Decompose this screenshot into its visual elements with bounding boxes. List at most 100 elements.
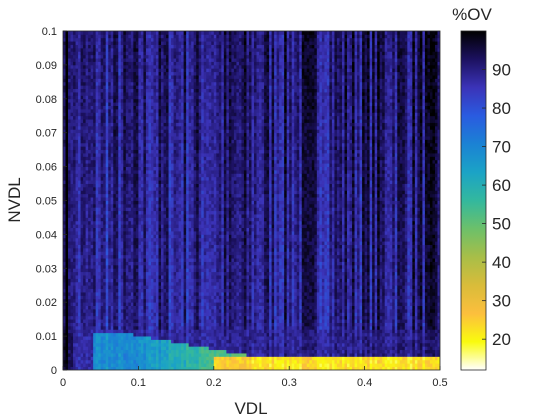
heatmap-cell <box>133 288 137 293</box>
heatmap-cell <box>95 112 99 117</box>
heatmap-cell <box>148 112 152 117</box>
heatmap-cell <box>78 139 81 144</box>
heatmap-cell <box>148 166 152 171</box>
heatmap-cell <box>110 332 114 337</box>
heatmap-cell <box>113 41 117 45</box>
heatmap-cell <box>148 197 152 201</box>
heatmap-cell <box>148 281 152 286</box>
heatmap-cell <box>70 85 74 90</box>
heatmap-cell <box>128 261 132 266</box>
heatmap-cell <box>128 336 132 340</box>
heatmap-cell <box>155 271 159 276</box>
heatmap-cell <box>153 34 157 39</box>
heatmap-cell <box>135 308 139 313</box>
heatmap-cell <box>143 366 147 370</box>
heatmap-cell <box>93 241 97 245</box>
heatmap-cell <box>166 237 169 242</box>
heatmap-cell <box>123 302 127 306</box>
heatmap-cell <box>163 312 167 317</box>
heatmap-cell <box>113 332 117 337</box>
heatmap-cell <box>65 44 69 49</box>
heatmap-cell <box>155 156 159 161</box>
heatmap-cell <box>163 200 167 205</box>
heatmap-cell <box>150 308 154 313</box>
heatmap-cell <box>65 366 69 370</box>
heatmap-cell <box>155 92 159 96</box>
heatmap-cell <box>173 115 177 120</box>
heatmap-cell <box>171 247 174 252</box>
heatmap-cell <box>85 166 89 171</box>
heatmap-cell <box>133 363 137 368</box>
heatmap-cell <box>63 78 66 83</box>
heatmap-cell <box>140 285 144 290</box>
heatmap-cell <box>168 190 172 195</box>
heatmap-cell <box>143 220 147 225</box>
heatmap-cell <box>178 329 182 334</box>
heatmap-cell <box>150 180 154 184</box>
heatmap-cell <box>178 261 182 266</box>
heatmap-cell <box>63 247 66 252</box>
heatmap-cell <box>115 346 119 351</box>
heatmap-cell <box>115 319 119 323</box>
heatmap-cell <box>118 64 122 69</box>
heatmap-cell <box>98 349 102 354</box>
heatmap-cell <box>155 251 159 256</box>
heatmap-cell <box>123 95 127 100</box>
heatmap-cell <box>90 220 94 225</box>
heatmap-cell <box>148 285 152 290</box>
heatmap-cell <box>85 68 89 73</box>
heatmap-cell <box>95 302 99 306</box>
heatmap-cell <box>88 325 92 330</box>
heatmap-cell <box>145 224 149 229</box>
heatmap-cell <box>178 271 182 276</box>
heatmap-cell <box>145 75 149 79</box>
heatmap-cell <box>148 85 152 90</box>
heatmap-cell <box>163 342 167 347</box>
heatmap-cell <box>133 149 137 154</box>
heatmap-cell <box>68 183 71 188</box>
heatmap-cell <box>171 31 174 35</box>
heatmap-cell <box>163 68 167 73</box>
heatmap-cell <box>108 37 112 42</box>
heatmap-cell <box>143 119 147 123</box>
heatmap-cell <box>128 119 132 123</box>
heatmap-cell <box>100 241 104 245</box>
heatmap-cell <box>158 227 162 232</box>
heatmap-cell <box>171 292 174 296</box>
heatmap-cell <box>140 163 144 167</box>
heatmap-cell <box>153 241 157 245</box>
heatmap-cell <box>133 41 137 45</box>
heatmap-cell <box>88 200 92 205</box>
heatmap-cell <box>178 241 182 245</box>
heatmap-cell <box>110 203 114 208</box>
heatmap-cell <box>108 227 112 232</box>
heatmap-cell <box>143 217 147 222</box>
heatmap-cell <box>173 292 177 296</box>
heatmap-cell <box>158 81 162 86</box>
heatmap-cell <box>148 292 152 296</box>
heatmap-cell <box>90 37 94 42</box>
heatmap-cell <box>148 312 152 317</box>
heatmap-cell <box>125 51 129 56</box>
heatmap-cell <box>65 125 69 130</box>
heatmap-cell <box>63 339 66 344</box>
heatmap-cell <box>155 108 159 113</box>
heatmap-cell <box>168 166 172 171</box>
heatmap-cell <box>163 166 167 171</box>
heatmap-cell <box>100 92 104 96</box>
heatmap-cell <box>98 88 102 93</box>
heatmap-cell <box>178 258 182 262</box>
heatmap-cell <box>133 210 137 215</box>
heatmap-cell <box>148 244 152 249</box>
heatmap-cell <box>186 342 190 347</box>
heatmap-cell <box>130 186 134 191</box>
heatmap-cell <box>93 125 97 130</box>
heatmap-cell <box>155 51 159 56</box>
heatmap-cell <box>158 78 162 83</box>
heatmap-cell <box>173 61 177 66</box>
heatmap-cell <box>95 363 99 368</box>
heatmap-cell <box>100 108 104 113</box>
heatmap-cell <box>100 258 104 262</box>
heatmap-cell <box>168 31 172 35</box>
heatmap-cell <box>173 105 177 110</box>
